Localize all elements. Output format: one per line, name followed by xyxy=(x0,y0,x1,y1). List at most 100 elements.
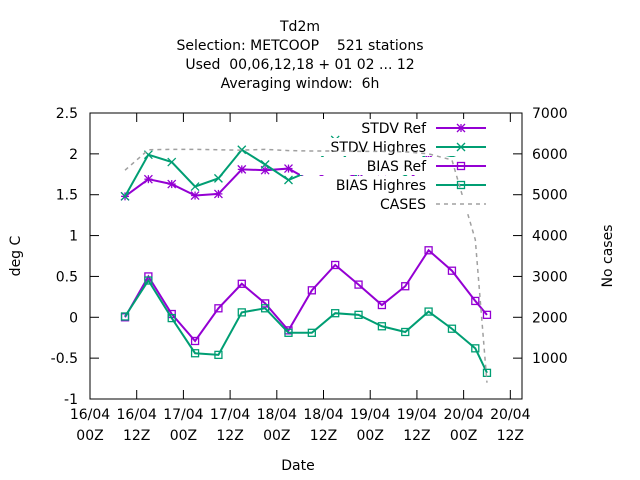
series-line xyxy=(124,248,488,343)
legend-bg xyxy=(300,176,500,194)
x-tick-label: 17/04 xyxy=(163,407,203,423)
data-point-part xyxy=(237,308,246,317)
data-point-part xyxy=(377,300,387,310)
data-point-part xyxy=(307,328,316,337)
data-point-part xyxy=(331,309,340,318)
legend-marker xyxy=(456,142,466,152)
data-point xyxy=(260,299,270,308)
legend-label: STDV Highres xyxy=(330,140,426,156)
x-tick-label: 20/04 xyxy=(443,407,483,423)
data-point xyxy=(214,350,223,360)
y-axis-label: deg C xyxy=(8,235,24,276)
y2-tick-label: 4000 xyxy=(532,229,568,245)
legend-marker-part xyxy=(456,180,466,190)
data-point-part xyxy=(144,276,153,285)
data-point xyxy=(354,280,363,289)
data-point xyxy=(120,312,130,321)
legend-marker xyxy=(456,161,466,171)
data-point xyxy=(284,328,293,337)
chart-title: Td2m xyxy=(279,19,320,35)
data-point xyxy=(190,336,200,346)
data-point-part xyxy=(167,313,176,323)
data-point xyxy=(401,327,410,337)
data-point-part xyxy=(213,173,223,183)
data-point-part xyxy=(401,282,410,291)
data-point-part xyxy=(471,344,480,353)
chart-title: Averaging window: 6h xyxy=(221,76,380,92)
data-point xyxy=(237,279,246,288)
data-point xyxy=(213,189,223,199)
data-point xyxy=(284,175,293,185)
data-point xyxy=(377,300,387,310)
data-point-part xyxy=(237,279,246,288)
x-tick-label: 00Z xyxy=(76,428,103,444)
data-point xyxy=(331,260,340,270)
x-tick-label: 19/04 xyxy=(397,407,437,423)
series-line xyxy=(124,278,488,374)
data-point xyxy=(260,160,270,169)
y2-tick-label: 3000 xyxy=(532,269,568,285)
data-point xyxy=(284,164,293,174)
legend-bg xyxy=(300,119,500,137)
x-tick-label: 18/04 xyxy=(257,407,297,423)
data-point-part xyxy=(377,322,387,331)
y2-tick-label: 2000 xyxy=(532,310,568,326)
legend-label: STDV Ref xyxy=(361,121,427,137)
legend-marker xyxy=(456,180,466,190)
x-axis-label: Date xyxy=(281,458,314,474)
data-point xyxy=(167,179,177,189)
data-point-part xyxy=(482,310,492,319)
x-tick-label: 12Z xyxy=(403,428,430,444)
data-point-part xyxy=(447,324,457,333)
data-point xyxy=(424,246,433,255)
legend-label: CASES xyxy=(380,197,426,213)
data-point-part xyxy=(190,349,200,358)
x-tick-label: 00Z xyxy=(263,428,290,444)
data-point xyxy=(401,282,410,291)
data-point xyxy=(447,266,457,275)
y2-tick-label: 6000 xyxy=(532,147,568,163)
legend-label: BIAS Ref xyxy=(367,159,427,175)
y2-tick-label: 7000 xyxy=(532,106,568,122)
data-point xyxy=(144,276,153,285)
data-point-part xyxy=(331,260,340,270)
data-point xyxy=(237,164,247,174)
data-point xyxy=(167,313,176,323)
data-point xyxy=(190,191,200,200)
data-point xyxy=(424,307,433,316)
x-tick-label: 12Z xyxy=(216,428,243,444)
data-point-part xyxy=(214,304,223,313)
data-point-part xyxy=(120,312,130,321)
x-tick-label: 12Z xyxy=(497,428,524,444)
data-point-part xyxy=(260,160,270,169)
plot-border xyxy=(89,112,523,400)
x-tick-label: 20/04 xyxy=(490,407,530,423)
data-point xyxy=(471,296,480,306)
data-point xyxy=(190,182,200,192)
y2-axis-label: No cases xyxy=(600,225,616,288)
y-tick-label: -0.5 xyxy=(51,351,78,367)
x-tick-label: 00Z xyxy=(450,428,477,444)
chart-title: Selection: METCOOP 521 stations xyxy=(176,38,423,54)
y-tick-label: -1 xyxy=(64,392,78,408)
data-point-part xyxy=(401,327,410,337)
data-point-part xyxy=(260,299,270,308)
data-point xyxy=(354,310,363,319)
data-point xyxy=(447,324,457,333)
data-point xyxy=(167,157,177,167)
x-tick-label: 00Z xyxy=(170,428,197,444)
data-point-part xyxy=(190,336,200,346)
y2-tick-label: 1000 xyxy=(532,351,568,367)
legend-marker-part xyxy=(456,142,466,152)
series-line xyxy=(124,148,488,383)
y-tick-label: 1.5 xyxy=(56,188,78,204)
data-point-part xyxy=(471,296,480,306)
data-point xyxy=(307,286,316,295)
data-point-part xyxy=(120,191,130,201)
x-tick-label: 19/04 xyxy=(350,407,390,423)
data-point-part xyxy=(190,182,200,192)
x-tick-label: 12Z xyxy=(310,428,337,444)
data-point-part xyxy=(167,157,177,167)
y-tick-label: 2.5 xyxy=(56,106,78,122)
